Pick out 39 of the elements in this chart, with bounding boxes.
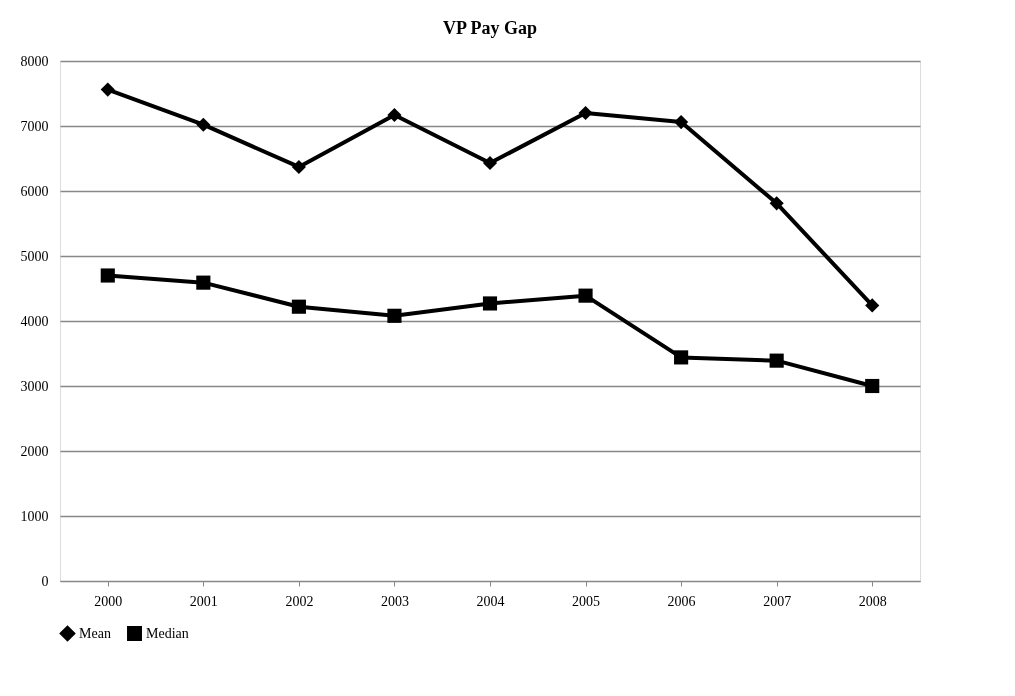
x-tick-label: 2000 (94, 593, 123, 609)
x-tick-label: 2005 (572, 593, 601, 609)
x-tick-label: 2003 (380, 593, 409, 609)
point (865, 298, 880, 313)
y-tick-label: 7000 (20, 118, 49, 134)
point (769, 196, 784, 211)
point (674, 115, 689, 130)
x-tick-label: 2004 (476, 593, 505, 609)
y-tick-label: 8000 (20, 53, 49, 69)
x-tick-label: 2002 (285, 593, 314, 609)
x-tick-label: 2008 (858, 593, 887, 609)
y-tick-label: 5000 (20, 248, 49, 264)
y-tick-label: 6000 (20, 183, 49, 199)
y-tick-label: 0 (41, 573, 49, 589)
y-tick-label: 4000 (20, 313, 49, 329)
y-tick-label: 1000 (20, 508, 49, 524)
point (769, 353, 784, 368)
legend-label: Mean (79, 625, 111, 641)
point (387, 308, 402, 323)
x-tick-label: 2001 (189, 593, 218, 609)
x-tick-label: 2007 (763, 593, 792, 609)
point (387, 107, 402, 123)
y-tick-label: 2000 (20, 443, 49, 459)
point (674, 350, 689, 365)
y-tick-label: 3000 (20, 378, 49, 394)
point (865, 378, 880, 394)
chart-title: VP Pay Gap (442, 18, 538, 38)
point (196, 275, 211, 290)
point (578, 288, 593, 303)
point (100, 82, 115, 97)
point (482, 296, 498, 311)
point (196, 117, 211, 132)
point (291, 299, 306, 314)
point (291, 159, 306, 175)
legend-label: Median (146, 625, 189, 641)
point (578, 105, 593, 121)
x-tick-label: 2006 (667, 593, 696, 609)
point (482, 155, 498, 171)
point (100, 268, 115, 283)
